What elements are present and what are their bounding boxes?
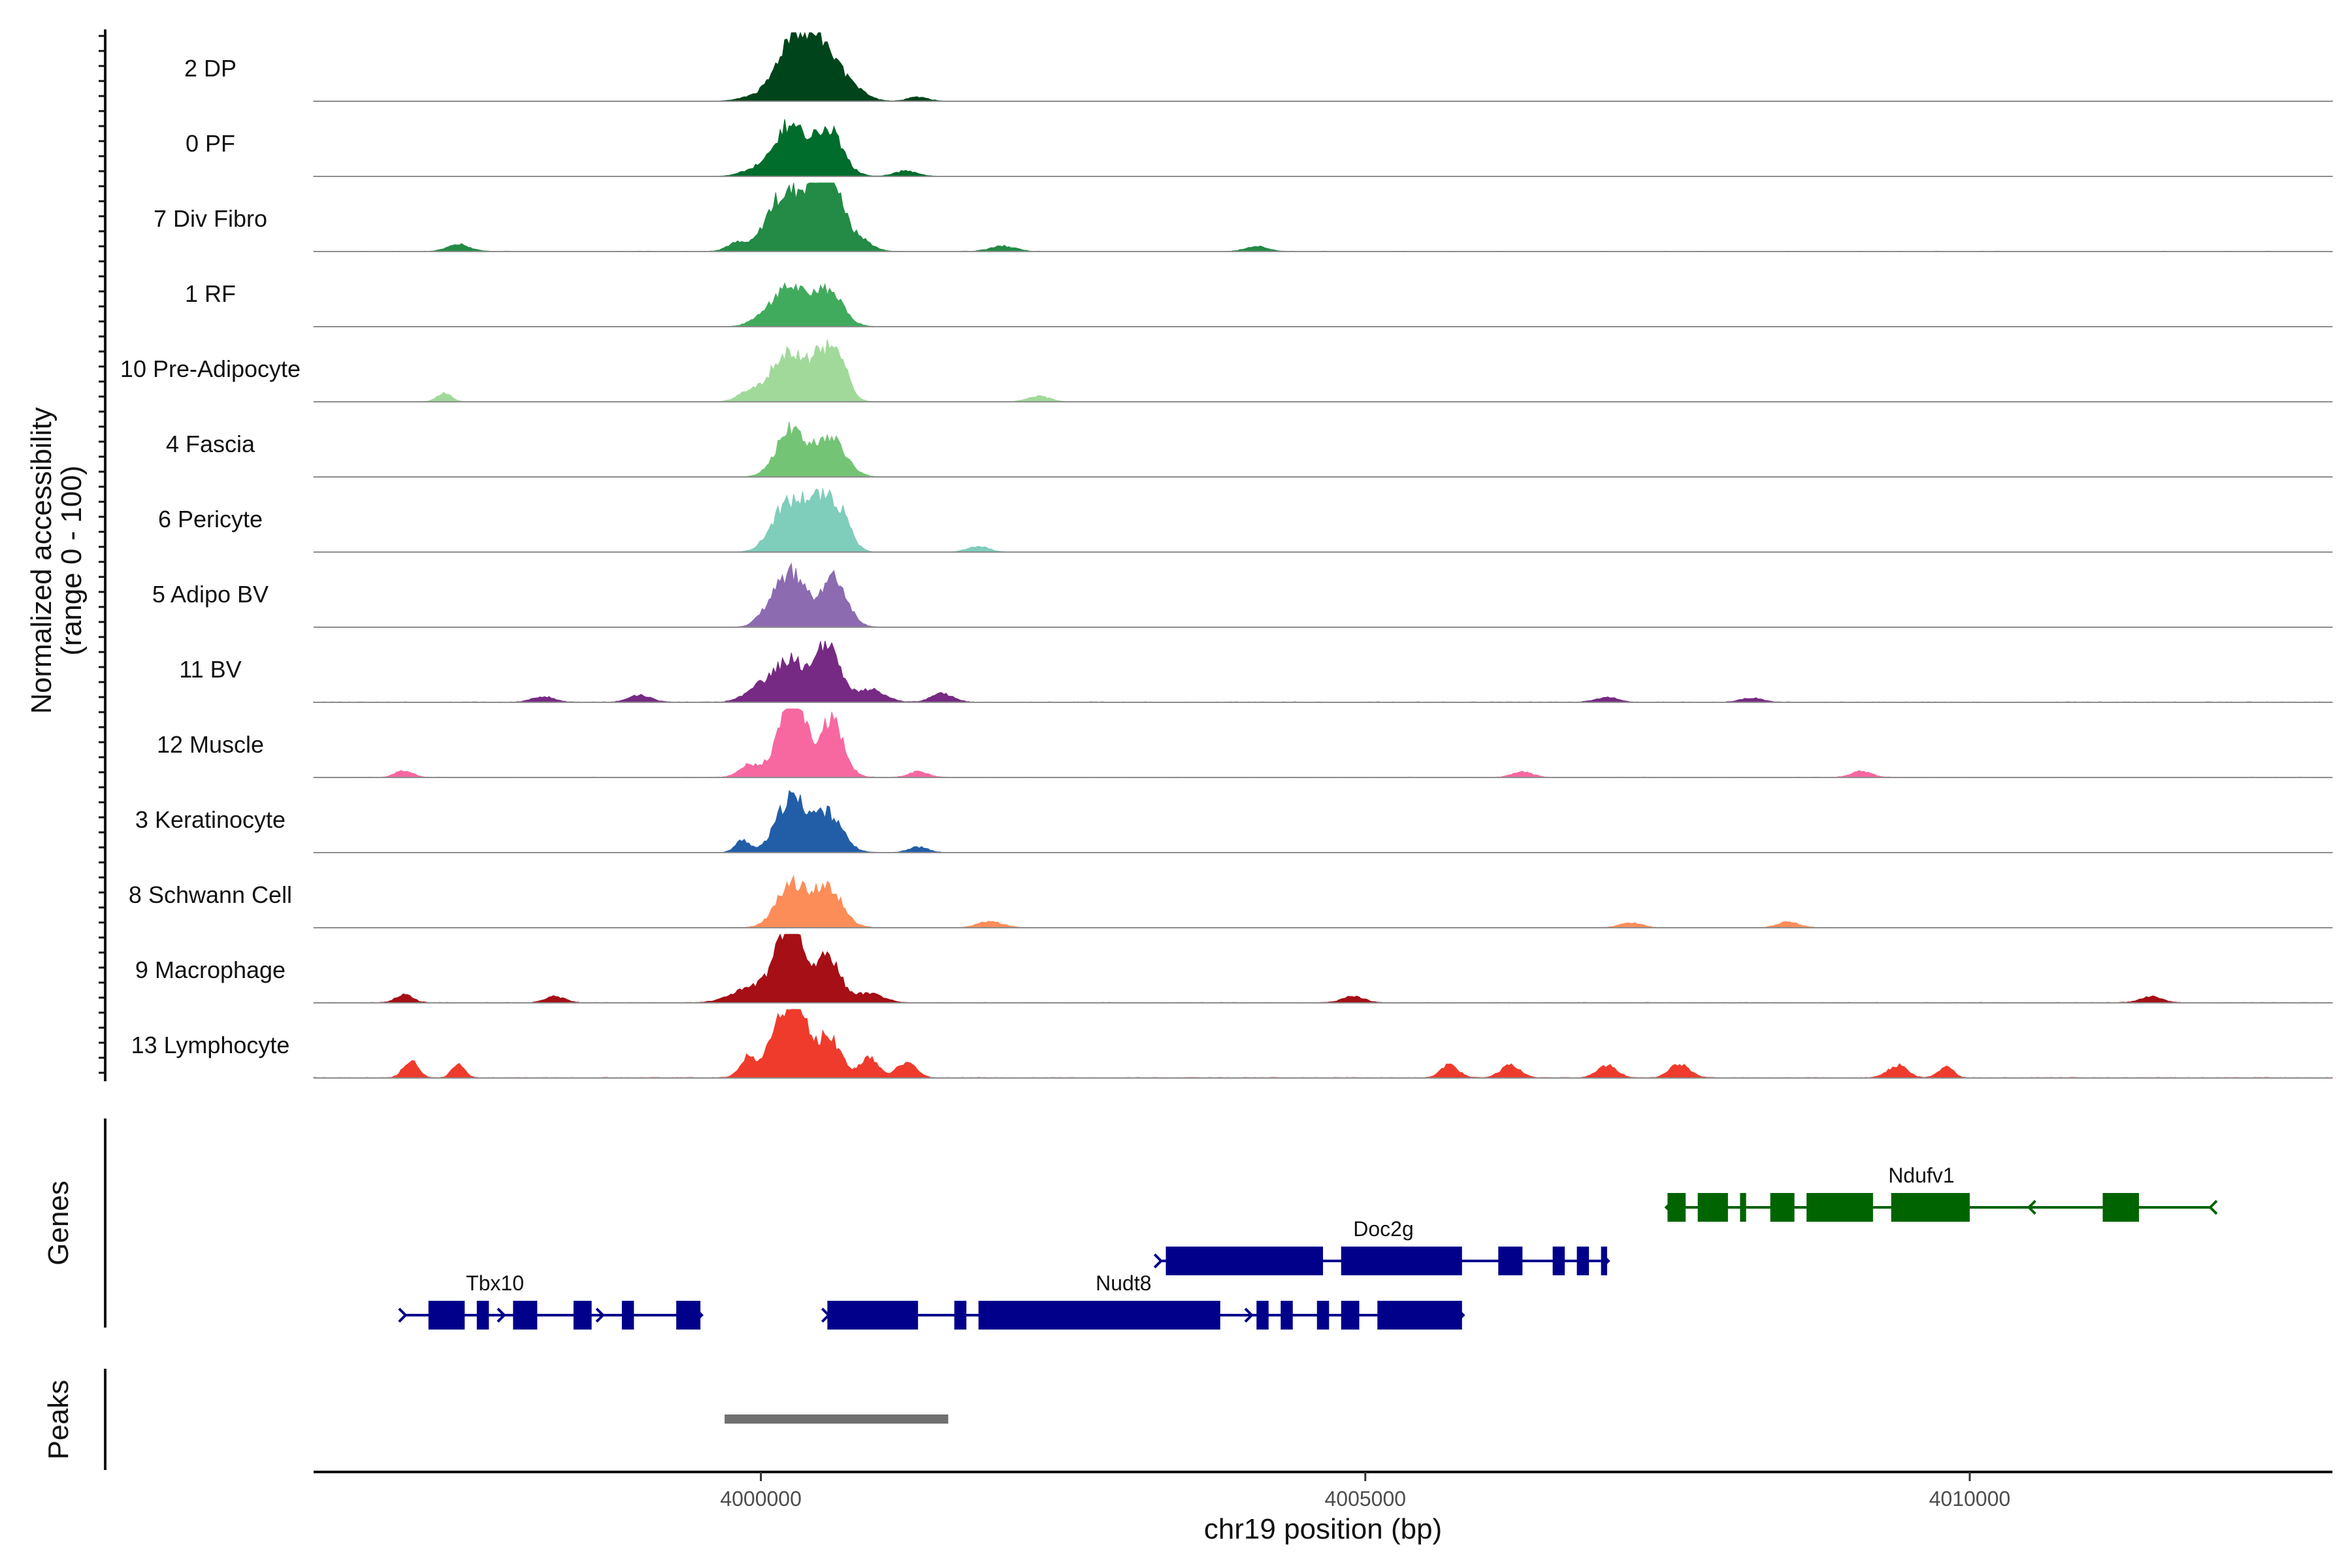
strand-arrow	[1244, 1307, 1254, 1323]
coverage-area-12-muscle	[313, 708, 2333, 778]
track-0-pf: 0 PF	[186, 119, 2333, 177]
gene-exon	[1341, 1301, 1360, 1330]
gene-exon	[2102, 1193, 2139, 1222]
gene-nudt8: Nudt8	[821, 1271, 1465, 1330]
y-axis-title: Normalized accessibility	[25, 407, 57, 713]
track-label: 4 Fascia	[166, 431, 255, 457]
coverage-area-9-macrophage	[314, 933, 2333, 1004]
x-tick-label: 4005000	[1324, 1487, 1406, 1511]
coverage-area-10-pre-adipocyte	[313, 339, 2333, 402]
gene-exon	[1377, 1301, 1462, 1330]
gene-exon	[954, 1301, 967, 1330]
gene-label: Tbx10	[466, 1271, 524, 1295]
coverage-area-5-adipo-bv	[313, 562, 2333, 628]
track-label: 8 Schwann Cell	[129, 881, 292, 908]
gene-exon	[1316, 1301, 1330, 1330]
coverage-area-4-fascia	[313, 421, 2333, 478]
strand-arrow	[2208, 1200, 2218, 1215]
gene-exon	[621, 1301, 634, 1330]
gene-doc2g: Doc2g	[1153, 1217, 1610, 1275]
y-axis-subtitle: (range 0 - 100)	[56, 465, 88, 655]
track-7-div-fibro: 7 Div Fibro	[154, 182, 2333, 252]
track-3-keratinocyte: 3 Keratinocyte	[135, 790, 2333, 853]
gene-tbx10: Tbx10	[398, 1271, 704, 1330]
track-label: 13 Lymphocyte	[131, 1032, 290, 1058]
gene-exon	[1341, 1247, 1462, 1275]
track-label: 2 DP	[184, 55, 237, 82]
x-axis-title: chr19 position (bp)	[1204, 1513, 1442, 1545]
gene-exon	[1891, 1193, 1970, 1222]
gene-exon	[476, 1301, 489, 1330]
gene-exon	[1498, 1247, 1523, 1275]
gene-exon	[573, 1301, 592, 1330]
track-6-pericyte: 6 Pericyte	[158, 488, 2333, 553]
gene-label: Nudt8	[1096, 1271, 1151, 1295]
gene-exon	[676, 1301, 701, 1330]
strand-arrow	[595, 1307, 605, 1323]
gene-ndufv1: Ndufv1	[1664, 1164, 2218, 1222]
track-label: 0 PF	[186, 130, 235, 157]
coverage-area-0-pf	[313, 119, 2333, 177]
strand-arrow	[497, 1307, 506, 1323]
track-13-lymphocyte: 13 Lymphocyte	[131, 1009, 2333, 1079]
track-label: 3 Keratinocyte	[135, 806, 286, 833]
gene-exon	[1601, 1247, 1607, 1275]
track-label: 11 BV	[179, 656, 241, 683]
track-label: 6 Pericyte	[158, 506, 263, 532]
coverage-area-1-rf	[313, 282, 2333, 327]
track-5-adipo-bv: 5 Adipo BV	[152, 562, 2333, 628]
coverage-y-axis	[99, 29, 106, 1081]
track-9-macrophage: 9 Macrophage	[135, 933, 2333, 1004]
coverage-tracks: 2 DP 0 PF 7 Div Fibro 1 RF 10 Pre-Adipocyte 4…	[120, 31, 2333, 1079]
coverage-area-7-div-fibro	[313, 182, 2333, 252]
coverage-area-8-schwann-cell	[313, 874, 2333, 928]
track-12-muscle: 12 Muscle	[157, 708, 2333, 778]
track-label: 7 Div Fibro	[154, 205, 267, 232]
genes-panel-label: Genes	[42, 1181, 74, 1266]
gene-label: Doc2g	[1353, 1217, 1414, 1241]
gene-exon	[513, 1301, 538, 1330]
coverage-area-2-dp	[313, 31, 2333, 102]
gene-exon	[1576, 1247, 1590, 1275]
track-1-rf: 1 RF	[185, 280, 2333, 327]
x-tick-label: 4010000	[1929, 1487, 2011, 1511]
gene-exon	[1806, 1193, 1873, 1222]
gene-exon	[428, 1301, 465, 1330]
track-8-schwann-cell: 8 Schwann Cell	[129, 874, 2333, 928]
gene-exon	[1281, 1301, 1293, 1330]
gene-exon	[1697, 1193, 1728, 1222]
track-label: 1 RF	[185, 280, 236, 307]
track-11-bv: 11 BV	[179, 640, 2333, 703]
track-10-pre-adipocyte: 10 Pre-Adipocyte	[120, 339, 2333, 402]
peaks-panel-label: Peaks	[42, 1380, 74, 1460]
coverage-area-6-pericyte	[313, 488, 2333, 553]
x-tick-label: 4000000	[720, 1487, 802, 1511]
coverage-area-13-lymphocyte	[313, 1009, 2333, 1079]
strand-arrow	[398, 1307, 408, 1323]
track-4-fascia: 4 Fascia	[166, 421, 2333, 478]
gene-exon	[1770, 1193, 1795, 1222]
gene-exon	[1256, 1301, 1269, 1330]
peaks-track	[725, 1414, 949, 1424]
peak-region-bar	[725, 1414, 949, 1424]
gene-label: Ndufv1	[1888, 1164, 1954, 1187]
coverage-area-3-keratinocyte	[313, 790, 2333, 853]
track-label: 10 Pre-Adipocyte	[120, 355, 301, 382]
coverage-area-11-bv	[313, 640, 2333, 703]
gene-exon	[1667, 1193, 1686, 1222]
strand-arrow	[1153, 1253, 1164, 1269]
gene-annotation-track: Tbx10 Nudt8 Doc2g Ndufv1	[398, 1164, 2218, 1330]
gene-exon	[1552, 1247, 1565, 1275]
strand-arrow	[2027, 1200, 2036, 1215]
track-label: 9 Macrophage	[135, 956, 286, 983]
gene-exon	[1166, 1247, 1323, 1275]
x-axis: 4000000 4005000 4010000	[720, 1472, 2010, 1511]
gene-exon	[1740, 1193, 1746, 1222]
gene-exon	[827, 1301, 919, 1330]
track-2-dp: 2 DP	[184, 31, 2333, 102]
track-label: 5 Adipo BV	[152, 581, 269, 608]
gene-exon	[978, 1301, 1220, 1330]
track-label: 12 Muscle	[157, 731, 264, 758]
